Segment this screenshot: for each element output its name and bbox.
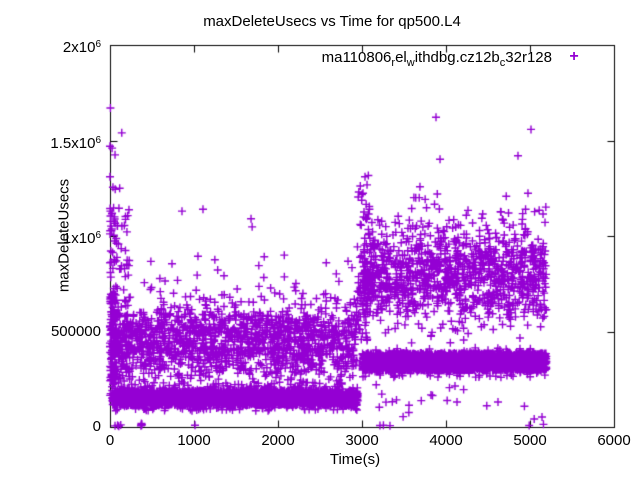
x-tick-label: 6000 [597, 432, 631, 449]
y-tick-label: 1x106 [62, 230, 101, 247]
x-tick-label: 3000 [345, 432, 379, 449]
legend-label-segment: 32r128 [505, 48, 552, 66]
x-tick-label: 0 [105, 432, 115, 449]
legend-label-segment: r [391, 56, 396, 69]
legend-label-segment: ithdbg.cz12b [414, 48, 500, 66]
legend-plus-marker: + [569, 48, 579, 65]
legend-label-segment: c [499, 56, 506, 69]
x-tick-label: 2000 [261, 432, 295, 449]
y-tick-label: 500000 [50, 322, 101, 340]
x-tick-label: 1000 [177, 432, 211, 449]
legend-label-segment: ma110806 [321, 48, 392, 66]
legend-label-segment: w [406, 56, 415, 69]
legend: ma110806relwithdbg.cz12bc32r128 + [321, 47, 584, 69]
y-tick-label: 0 [92, 418, 101, 435]
y-tick-label: 2x106 [62, 39, 101, 56]
y-tick-label: 1.5x106 [50, 134, 101, 152]
x-tick-label: 4000 [429, 432, 463, 449]
chart-title: maxDeleteUsecs vs Time for qp500.L4 [203, 13, 461, 30]
legend-label-segment: el [395, 48, 407, 66]
x-tick-label: 5000 [513, 432, 547, 449]
legend-label: ma110806relwithdbg.cz12bc32r128 [321, 48, 552, 69]
x-axis-label: Time(s) [329, 451, 381, 468]
